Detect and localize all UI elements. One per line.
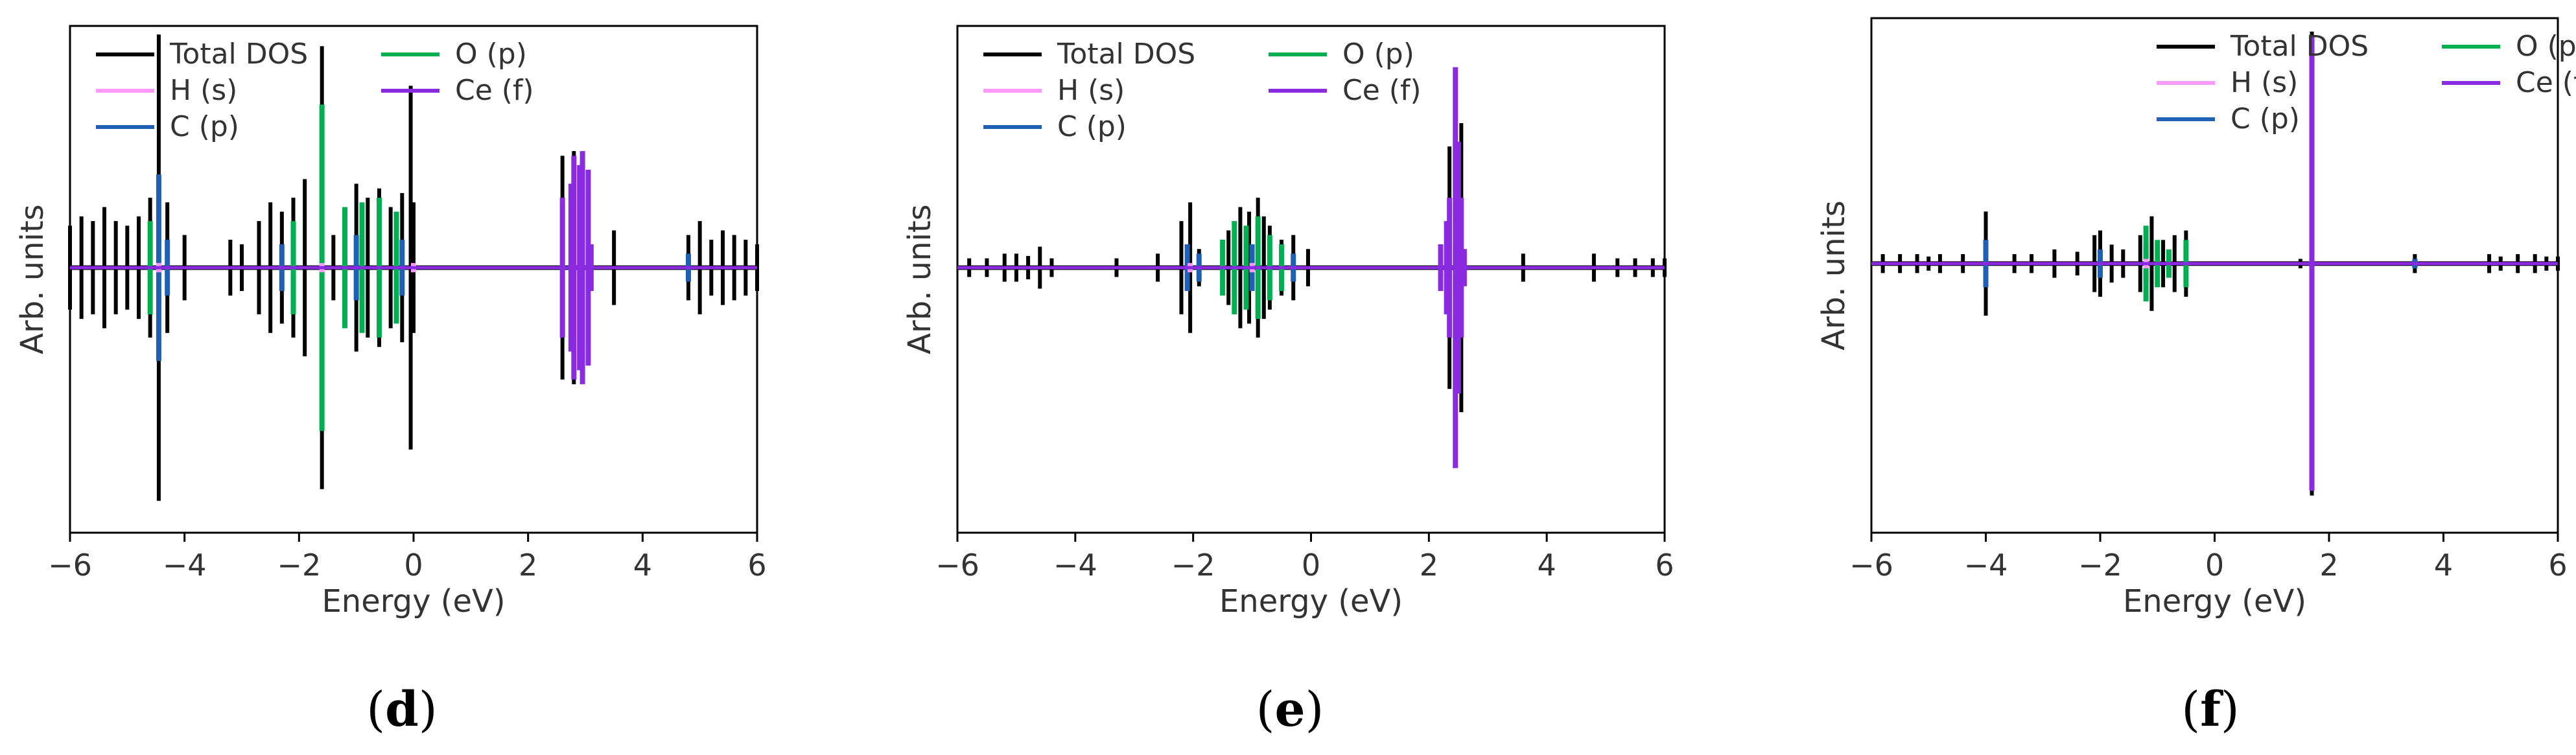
x-tick-label: −4 [163, 548, 207, 583]
panel-caption-e: (e) [1256, 682, 1324, 738]
legend-label: O (p) [2516, 30, 2576, 63]
chart-panel-f: −6 −4 −2 0 2 4 6 Energy (eV) Arb. units Total DOS… [1776, 0, 2576, 755]
x-axis-label: Energy (eV) [322, 583, 505, 620]
chart-panel-d: −6 −4 −2 0 2 4 6 Energy (eV) Arb. units Total DOS… [0, 0, 778, 755]
y-axis-label: Arb. units [1816, 200, 1852, 351]
y-axis-label: Arb. units [14, 204, 51, 354]
legend-label: C (p) [1057, 110, 1127, 143]
legend-label: C (p) [2231, 102, 2300, 135]
y-axis-label: Arb. units [902, 204, 938, 354]
x-tick-label: −2 [1171, 548, 1215, 583]
x-tick-label: −6 [48, 548, 92, 583]
x-tick-label: −2 [2078, 548, 2122, 583]
legend-label: Ce (f) [455, 74, 534, 107]
x-tick-label: 6 [2548, 548, 2567, 583]
legend-label: Ce (f) [2516, 66, 2576, 99]
x-tick-label: 6 [1655, 548, 1674, 583]
legend-label: Total DOS [2230, 30, 2369, 63]
chart-panel-e: −6 −4 −2 0 2 4 6 Energy (eV) Arb. units Total DOS… [882, 0, 1724, 755]
legend-label: Ce (f) [1342, 74, 1422, 107]
legend-label: H (s) [2231, 66, 2298, 99]
dos-chart-f: −6 −4 −2 0 2 4 6 Energy (eV) Arb. units Total DOS… [1816, 17, 2576, 620]
x-tick-label: 4 [633, 548, 652, 583]
x-tick-label: 4 [1538, 548, 1556, 583]
legend-label: Total DOS [1057, 38, 1195, 71]
legend-label: O (p) [1342, 38, 1414, 71]
x-tick-label: 0 [2205, 548, 2224, 583]
x-tick-label: 2 [1420, 548, 1438, 583]
x-tick-label: 0 [404, 548, 423, 583]
dos-chart-e: −6 −4 −2 0 2 4 6 Energy (eV) Arb. units Total DOS… [902, 25, 1674, 620]
legend-label: O (p) [455, 38, 527, 71]
dos-chart-d: −6 −4 −2 0 2 4 6 Energy (eV) Arb. units Total DOS… [14, 25, 767, 620]
x-tick-label: −4 [1964, 548, 2008, 583]
x-tick-label: 4 [2434, 548, 2453, 583]
x-axis-label: Energy (eV) [1219, 583, 1403, 620]
x-axis-label: Energy (eV) [2123, 583, 2306, 620]
plot-frame [1870, 17, 2559, 534]
legend-label: H (s) [1057, 74, 1125, 107]
legend-label: C (p) [170, 110, 239, 143]
panel-caption-f: (f) [2181, 682, 2240, 738]
x-tick-label: 2 [519, 548, 537, 583]
x-tick-label: 2 [2319, 548, 2338, 583]
x-tick-label: 6 [747, 548, 766, 583]
panel-caption-d: (d) [366, 682, 438, 738]
legend-label: H (s) [170, 74, 237, 107]
x-tick-label: −6 [1849, 548, 1893, 583]
x-tick-label: 0 [1302, 548, 1320, 583]
legend-label: Total DOS [169, 38, 308, 71]
x-tick-label: −2 [277, 548, 321, 583]
x-tick-label: −6 [935, 548, 979, 583]
x-tick-label: −4 [1053, 548, 1097, 583]
